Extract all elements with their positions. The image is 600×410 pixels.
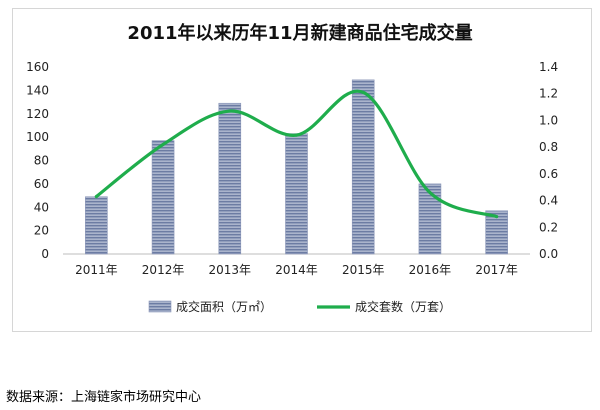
x-tick-label: 2016年 [409,263,452,277]
y-right-tick-label: 0.6 [539,167,558,181]
source-note: 数据来源：上海链家市场研究中心 [6,390,202,405]
chart-title: 2011年以来历年11月新建商品住宅成交量 [127,22,472,44]
y-right-tick-label: 0.8 [539,140,558,154]
y-left-tick-label: 0 [41,247,49,261]
x-tick-label: 2012年 [142,263,185,277]
line-point [361,90,365,94]
y-right-tick-label: 0.4 [539,194,558,208]
y-right-tick-label: 1.4 [539,60,558,74]
y-left-tick-label: 60 [34,177,49,191]
x-tick-label: 2015年 [342,263,385,277]
line-point [428,191,432,195]
x-tick-label: 2013年 [209,263,252,277]
line-point [94,195,98,199]
line-point [295,133,298,137]
bar-area [485,210,508,255]
y-left-tick-label: 160 [26,60,49,74]
bar-area [85,196,108,255]
bar-area [218,102,242,255]
legend-label-units: 成交套数（万套） [355,299,451,314]
y-left-tick-label: 100 [26,130,49,144]
y-left-tick-label: 140 [26,83,49,97]
bar-area [151,140,175,255]
line-point [228,109,232,113]
bar-area [351,79,375,255]
x-tick-label: 2017年 [475,263,518,277]
y-right-tick-label: 1.0 [539,113,558,127]
y-right-tick-label: 1.2 [539,87,558,101]
bar-area [285,133,308,255]
legend-swatch-area [148,300,172,313]
y-right-tick-label: 0.2 [539,220,558,234]
x-tick-label: 2014年 [275,263,318,277]
legend-label-area: 成交面积（万㎡） [176,299,272,314]
line-point [495,215,499,219]
line-point [161,142,165,146]
y-left-tick-label: 120 [26,107,49,121]
y-left-tick-label: 40 [34,200,49,214]
y-left-tick-label: 80 [34,154,49,168]
y-left-tick-label: 20 [34,224,49,238]
y-right-tick-label: 0.0 [539,247,558,261]
bar-area [418,183,442,255]
x-tick-label: 2011年 [75,263,118,277]
